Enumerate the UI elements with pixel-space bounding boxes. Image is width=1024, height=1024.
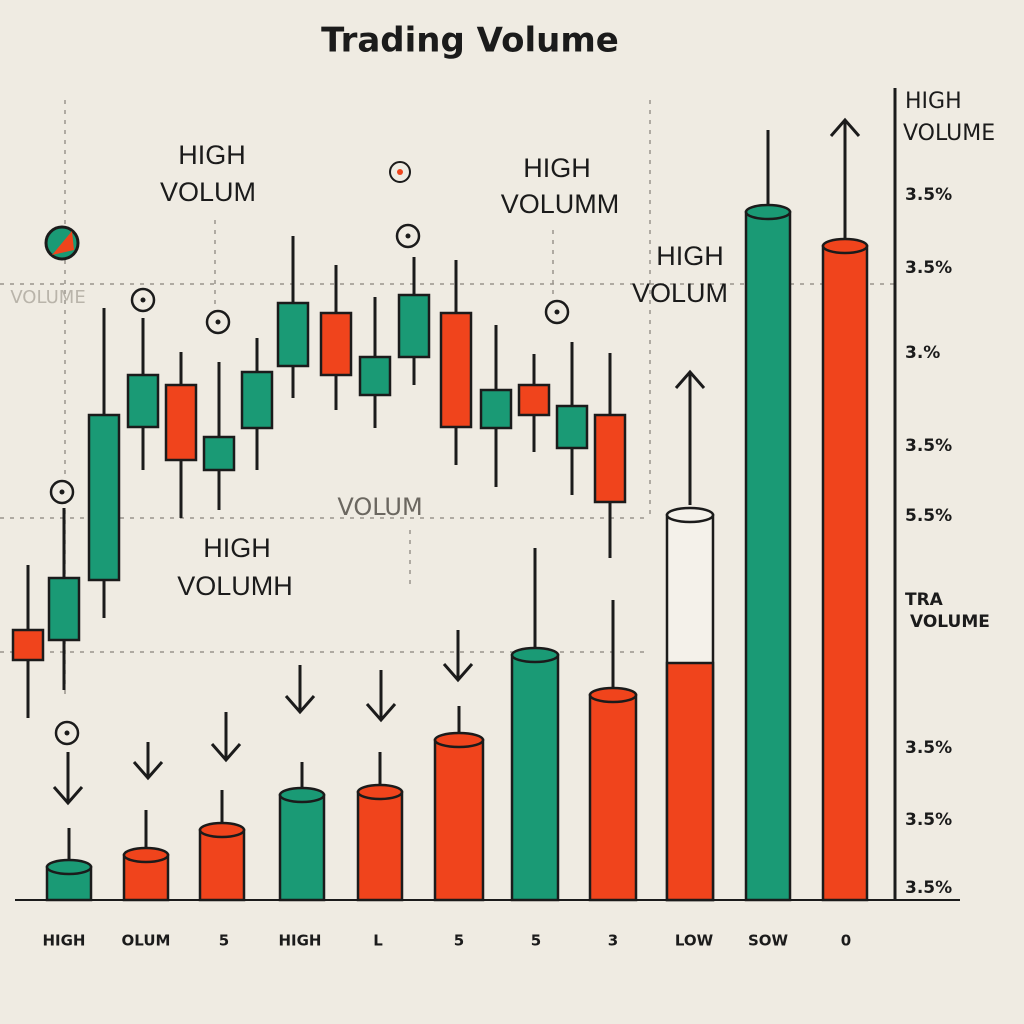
faint-label: VOLUM — [337, 493, 422, 521]
annotation: HIGH — [523, 153, 591, 183]
bar-cap — [45, 858, 93, 876]
arrow-head — [210, 743, 242, 763]
candle-body — [593, 413, 627, 504]
annotation: HIGH — [656, 241, 724, 271]
bottom-label: L — [373, 932, 383, 950]
marker — [215, 319, 221, 325]
axis-label: 3.5% — [905, 878, 952, 898]
axis-label: 3.5% — [905, 436, 952, 456]
bottom-label: OLUM — [122, 932, 171, 950]
candle-body — [555, 404, 589, 450]
arrow-head — [829, 117, 861, 137]
bottom-label: 0 — [841, 932, 851, 950]
bar-cap — [356, 783, 404, 801]
markers — [44, 161, 411, 261]
bottom-label: 5 — [219, 932, 229, 950]
marker — [52, 231, 74, 255]
candle-body — [358, 355, 392, 397]
candlesticks — [11, 223, 627, 746]
arrow-head — [284, 695, 316, 715]
volume-bar — [665, 661, 715, 902]
volume-bar — [356, 790, 404, 902]
marker — [59, 489, 65, 495]
annotation: VOLUM — [632, 278, 728, 308]
annotation: VOLUMM — [501, 189, 620, 219]
axis-label: VOLUME — [910, 612, 990, 632]
candle-body — [11, 628, 45, 662]
bottom-label: 3 — [608, 932, 618, 950]
volume-bar — [744, 210, 792, 902]
bar-cap — [278, 786, 326, 804]
bar-cap — [433, 731, 485, 749]
arrow-head — [674, 369, 706, 389]
marker — [389, 161, 411, 183]
candle-body — [47, 576, 81, 642]
volume-bar — [198, 828, 246, 902]
title: Trading Volume — [321, 21, 619, 61]
candle-body — [164, 383, 198, 462]
axis-label: 3.5% — [905, 258, 952, 278]
marker — [405, 233, 411, 239]
bottom-label: HIGH — [278, 932, 321, 950]
bar-cap — [821, 237, 869, 255]
annotation: HIGH — [178, 140, 246, 170]
axis-label: 3.5% — [905, 810, 952, 830]
axis-label: TRA — [905, 590, 944, 610]
arrow-head — [365, 703, 397, 723]
axis-label: 3.5% — [905, 185, 952, 205]
axis-label: 3.5% — [905, 738, 952, 758]
marker — [140, 297, 146, 303]
volume-bar — [588, 693, 638, 902]
candle-body — [87, 413, 121, 582]
candle-body — [479, 388, 513, 430]
candle-body — [276, 301, 310, 368]
annotation: VOLUM — [160, 177, 256, 207]
candle-body — [240, 370, 274, 430]
bar-cap — [744, 203, 792, 221]
bottom-label: 5 — [454, 932, 464, 950]
candle-body — [202, 435, 236, 472]
bottom-label: 5 — [531, 932, 541, 950]
bottom-label: HIGH — [42, 932, 85, 950]
volume-bar — [821, 244, 869, 902]
candle-body — [126, 373, 160, 429]
bar-cap — [588, 686, 638, 704]
axis-title: HIGH — [905, 89, 962, 114]
annotation: HIGH — [203, 533, 271, 563]
volume-bars — [45, 130, 869, 902]
marker — [397, 169, 403, 175]
bar-cap — [510, 646, 560, 664]
candle-body — [397, 293, 431, 359]
candle-body — [517, 383, 551, 417]
candle-body — [319, 311, 353, 377]
candle-body — [439, 311, 473, 429]
arrow-head — [132, 761, 164, 781]
bottom-label: SOW — [748, 932, 789, 950]
axis-label: 5.5% — [905, 506, 952, 526]
axis-label: 3.% — [905, 343, 940, 363]
axis-title: VOLUME — [903, 121, 995, 146]
volume-bar — [278, 793, 326, 902]
bottom-labels: HIGH OLUM 5 HIGH L 5 5 3 LOW SOW 0 — [42, 932, 851, 950]
annotation: VOLUMH — [177, 571, 293, 601]
bottom-label: LOW — [675, 932, 714, 950]
volume-bar — [510, 653, 560, 902]
bar-cap — [122, 846, 170, 864]
volume-bar — [433, 738, 485, 902]
marker — [554, 309, 560, 315]
bar-cap — [665, 506, 715, 524]
arrows — [52, 117, 861, 806]
arrow-head — [52, 786, 84, 806]
faint-label: VOLUME — [10, 287, 85, 308]
arrow-head — [442, 663, 474, 683]
marker — [64, 730, 70, 736]
bar-cap — [198, 821, 246, 839]
